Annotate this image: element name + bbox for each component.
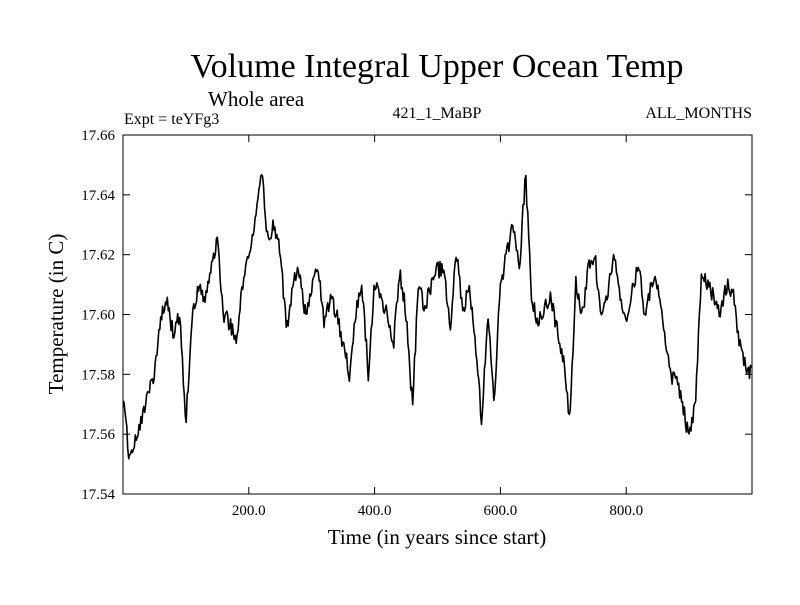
x-axis-label: Time (in years since start): [328, 525, 547, 549]
y-tick-label: 17.60: [81, 308, 115, 324]
y-tick-label: 17.56: [81, 427, 115, 443]
x-tick-label: 200.0: [232, 503, 266, 519]
temperature-series-line: [122, 174, 753, 460]
y-tick-label: 17.62: [81, 248, 115, 264]
chart-title: Volume Integral Upper Ocean Temp: [191, 48, 684, 85]
x-axis: 200.0 400.0 600.0 800.0: [232, 135, 643, 519]
y-axis: 17.54 17.56 17.58 17.60 17.62 17.64 17.66: [81, 128, 752, 503]
annotation-months: ALL_MONTHS: [645, 105, 752, 122]
annotation-run-id: 421_1_MaBP: [393, 105, 482, 122]
plot-frame: [122, 134, 753, 495]
y-tick-label: 17.66: [81, 128, 115, 144]
y-axis-label: Temperature (in C): [44, 234, 68, 395]
y-tick-label: 17.64: [81, 188, 115, 204]
x-tick-label: 800.0: [609, 503, 643, 519]
chart-subtitle: Whole area: [208, 87, 305, 111]
x-tick-label: 400.0: [358, 503, 392, 519]
annotation-experiment: Expt = teYFg3: [124, 111, 219, 128]
y-tick-label: 17.54: [81, 487, 115, 503]
y-tick-label: 17.58: [81, 367, 115, 383]
x-tick-label: 600.0: [484, 503, 518, 519]
